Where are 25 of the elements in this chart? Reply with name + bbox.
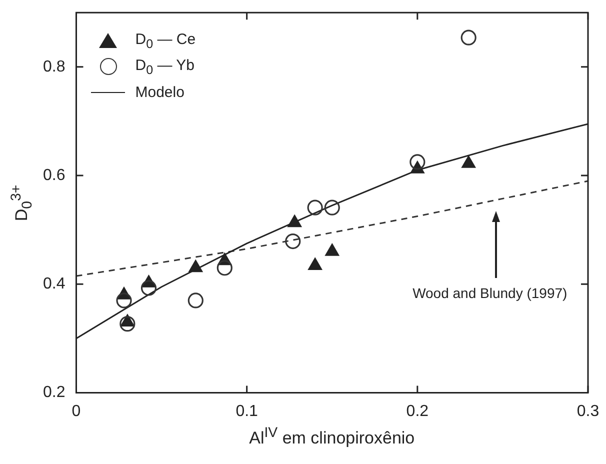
y-tick-label: 0.8 xyxy=(42,58,66,76)
legend-label: D$_{0}$ — Ce xyxy=(135,30,196,51)
x-tick-label: 0 xyxy=(72,402,81,420)
point xyxy=(307,200,323,216)
point xyxy=(325,244,339,256)
point xyxy=(462,156,476,168)
point xyxy=(308,258,322,270)
point xyxy=(285,233,301,250)
y-tick-label: 0.2 xyxy=(42,384,66,402)
point xyxy=(288,214,302,228)
y-tick-label: 0.6 xyxy=(42,166,66,184)
annotation: Wood and Blundy (1997) xyxy=(412,284,568,301)
line-series xyxy=(76,180,588,277)
point xyxy=(188,260,203,272)
y-tick-label: 0.4 xyxy=(42,276,66,293)
x-tick-label: 0.2 xyxy=(406,402,429,420)
x-axis-title: Al$^{IV}$ em clinopiroxênio xyxy=(249,424,415,448)
legend-label: D$_{0}$ — Yb xyxy=(135,56,194,77)
x-tick-label: 0.3 xyxy=(576,402,600,420)
point xyxy=(120,314,134,326)
x-tick-label: 0.1 xyxy=(236,402,258,420)
point xyxy=(460,30,476,46)
point xyxy=(410,154,426,170)
point xyxy=(324,200,340,216)
legend-label: Modelo xyxy=(135,84,184,102)
